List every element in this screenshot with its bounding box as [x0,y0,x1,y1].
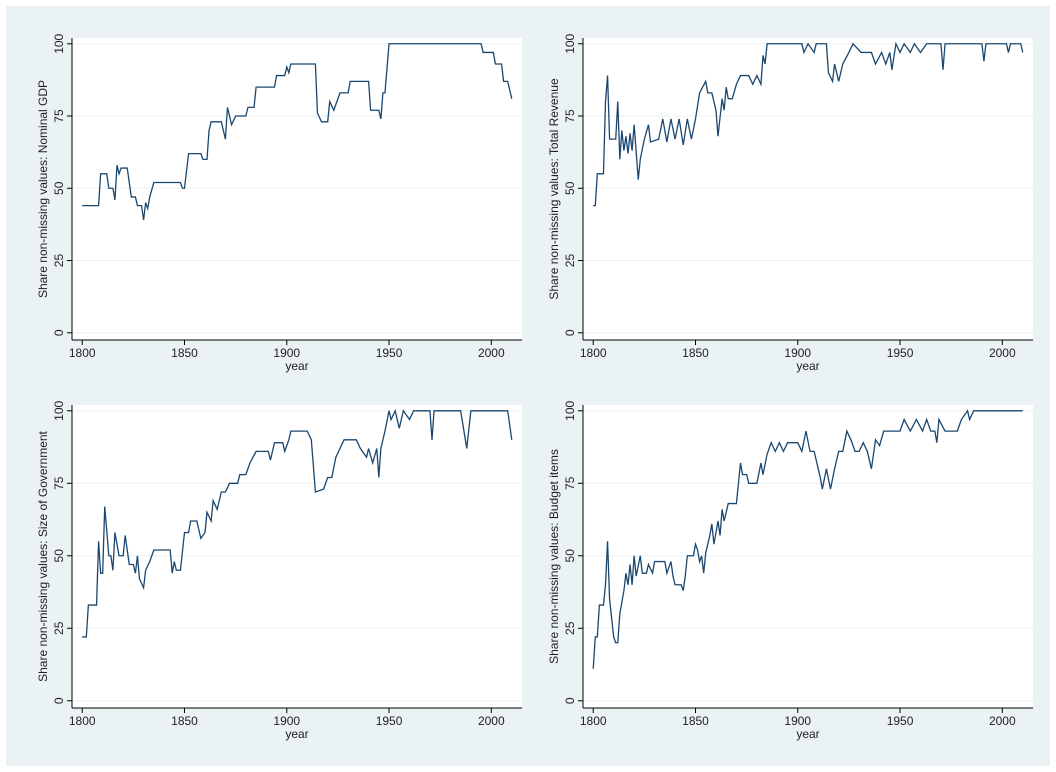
x-axis-label: year [796,727,819,741]
x-tick-label: 1850 [171,714,198,728]
x-tick-label: 1950 [376,714,403,728]
y-axis-label: Share non-missing values: Budget items [547,449,561,664]
y-tick-label: 75 [52,476,66,490]
data-line [593,41,1024,207]
y-axis-label: Share non-missing values: Nominal GDP [36,80,50,298]
y-tick-label: 75 [52,109,66,123]
x-tick-label: 1850 [171,346,198,360]
y-tick-label: 100 [563,400,577,420]
x-tick-label: 1900 [273,346,300,360]
x-axis-label: year [796,359,819,373]
y-tick-label: 0 [52,329,66,336]
y-tick-label: 0 [563,697,577,704]
x-tick-label: 1900 [784,714,811,728]
plot-area [72,38,522,340]
y-tick-label: 100 [52,400,66,420]
data-line [82,43,513,221]
x-axis-label: year [285,359,308,373]
x-tick-label: 2000 [989,346,1016,360]
plot-area [72,405,522,708]
y-tick-label: 75 [563,109,577,123]
y-tick-label: 50 [563,181,577,195]
x-tick-label: 1950 [887,346,914,360]
y-tick-label: 100 [52,33,66,53]
data-line [592,409,1023,669]
y-tick-label: 25 [563,621,577,635]
plot-area [583,38,1033,340]
x-tick-label: 1950 [376,346,403,360]
x-tick-label: 1900 [273,714,300,728]
x-tick-label: 2000 [478,346,505,360]
x-tick-label: 1900 [784,346,811,360]
y-tick-label: 25 [52,254,66,268]
x-tick-label: 1800 [580,714,607,728]
y-tick-label: 0 [563,329,577,336]
x-tick-label: 2000 [989,714,1016,728]
plot-area [583,405,1033,708]
x-tick-label: 2000 [478,714,505,728]
y-tick-label: 50 [563,549,577,563]
x-tick-label: 1800 [580,346,607,360]
y-tick-label: 50 [52,549,66,563]
x-tick-label: 1850 [682,714,709,728]
x-tick-label: 1950 [887,714,914,728]
y-axis-label: Share non-missing values: Total Revenue [547,78,561,300]
data-line [82,408,513,638]
y-tick-label: 25 [563,254,577,268]
y-tick-label: 100 [563,33,577,53]
y-axis-label: Share non-missing values: Size of Govern… [36,430,50,681]
x-tick-label: 1800 [69,714,96,728]
x-axis-label: year [285,727,308,741]
y-tick-label: 0 [52,697,66,704]
x-tick-label: 1850 [682,346,709,360]
y-tick-label: 50 [52,181,66,195]
x-tick-label: 1800 [69,346,96,360]
y-tick-label: 25 [52,621,66,635]
y-tick-label: 75 [563,476,577,490]
